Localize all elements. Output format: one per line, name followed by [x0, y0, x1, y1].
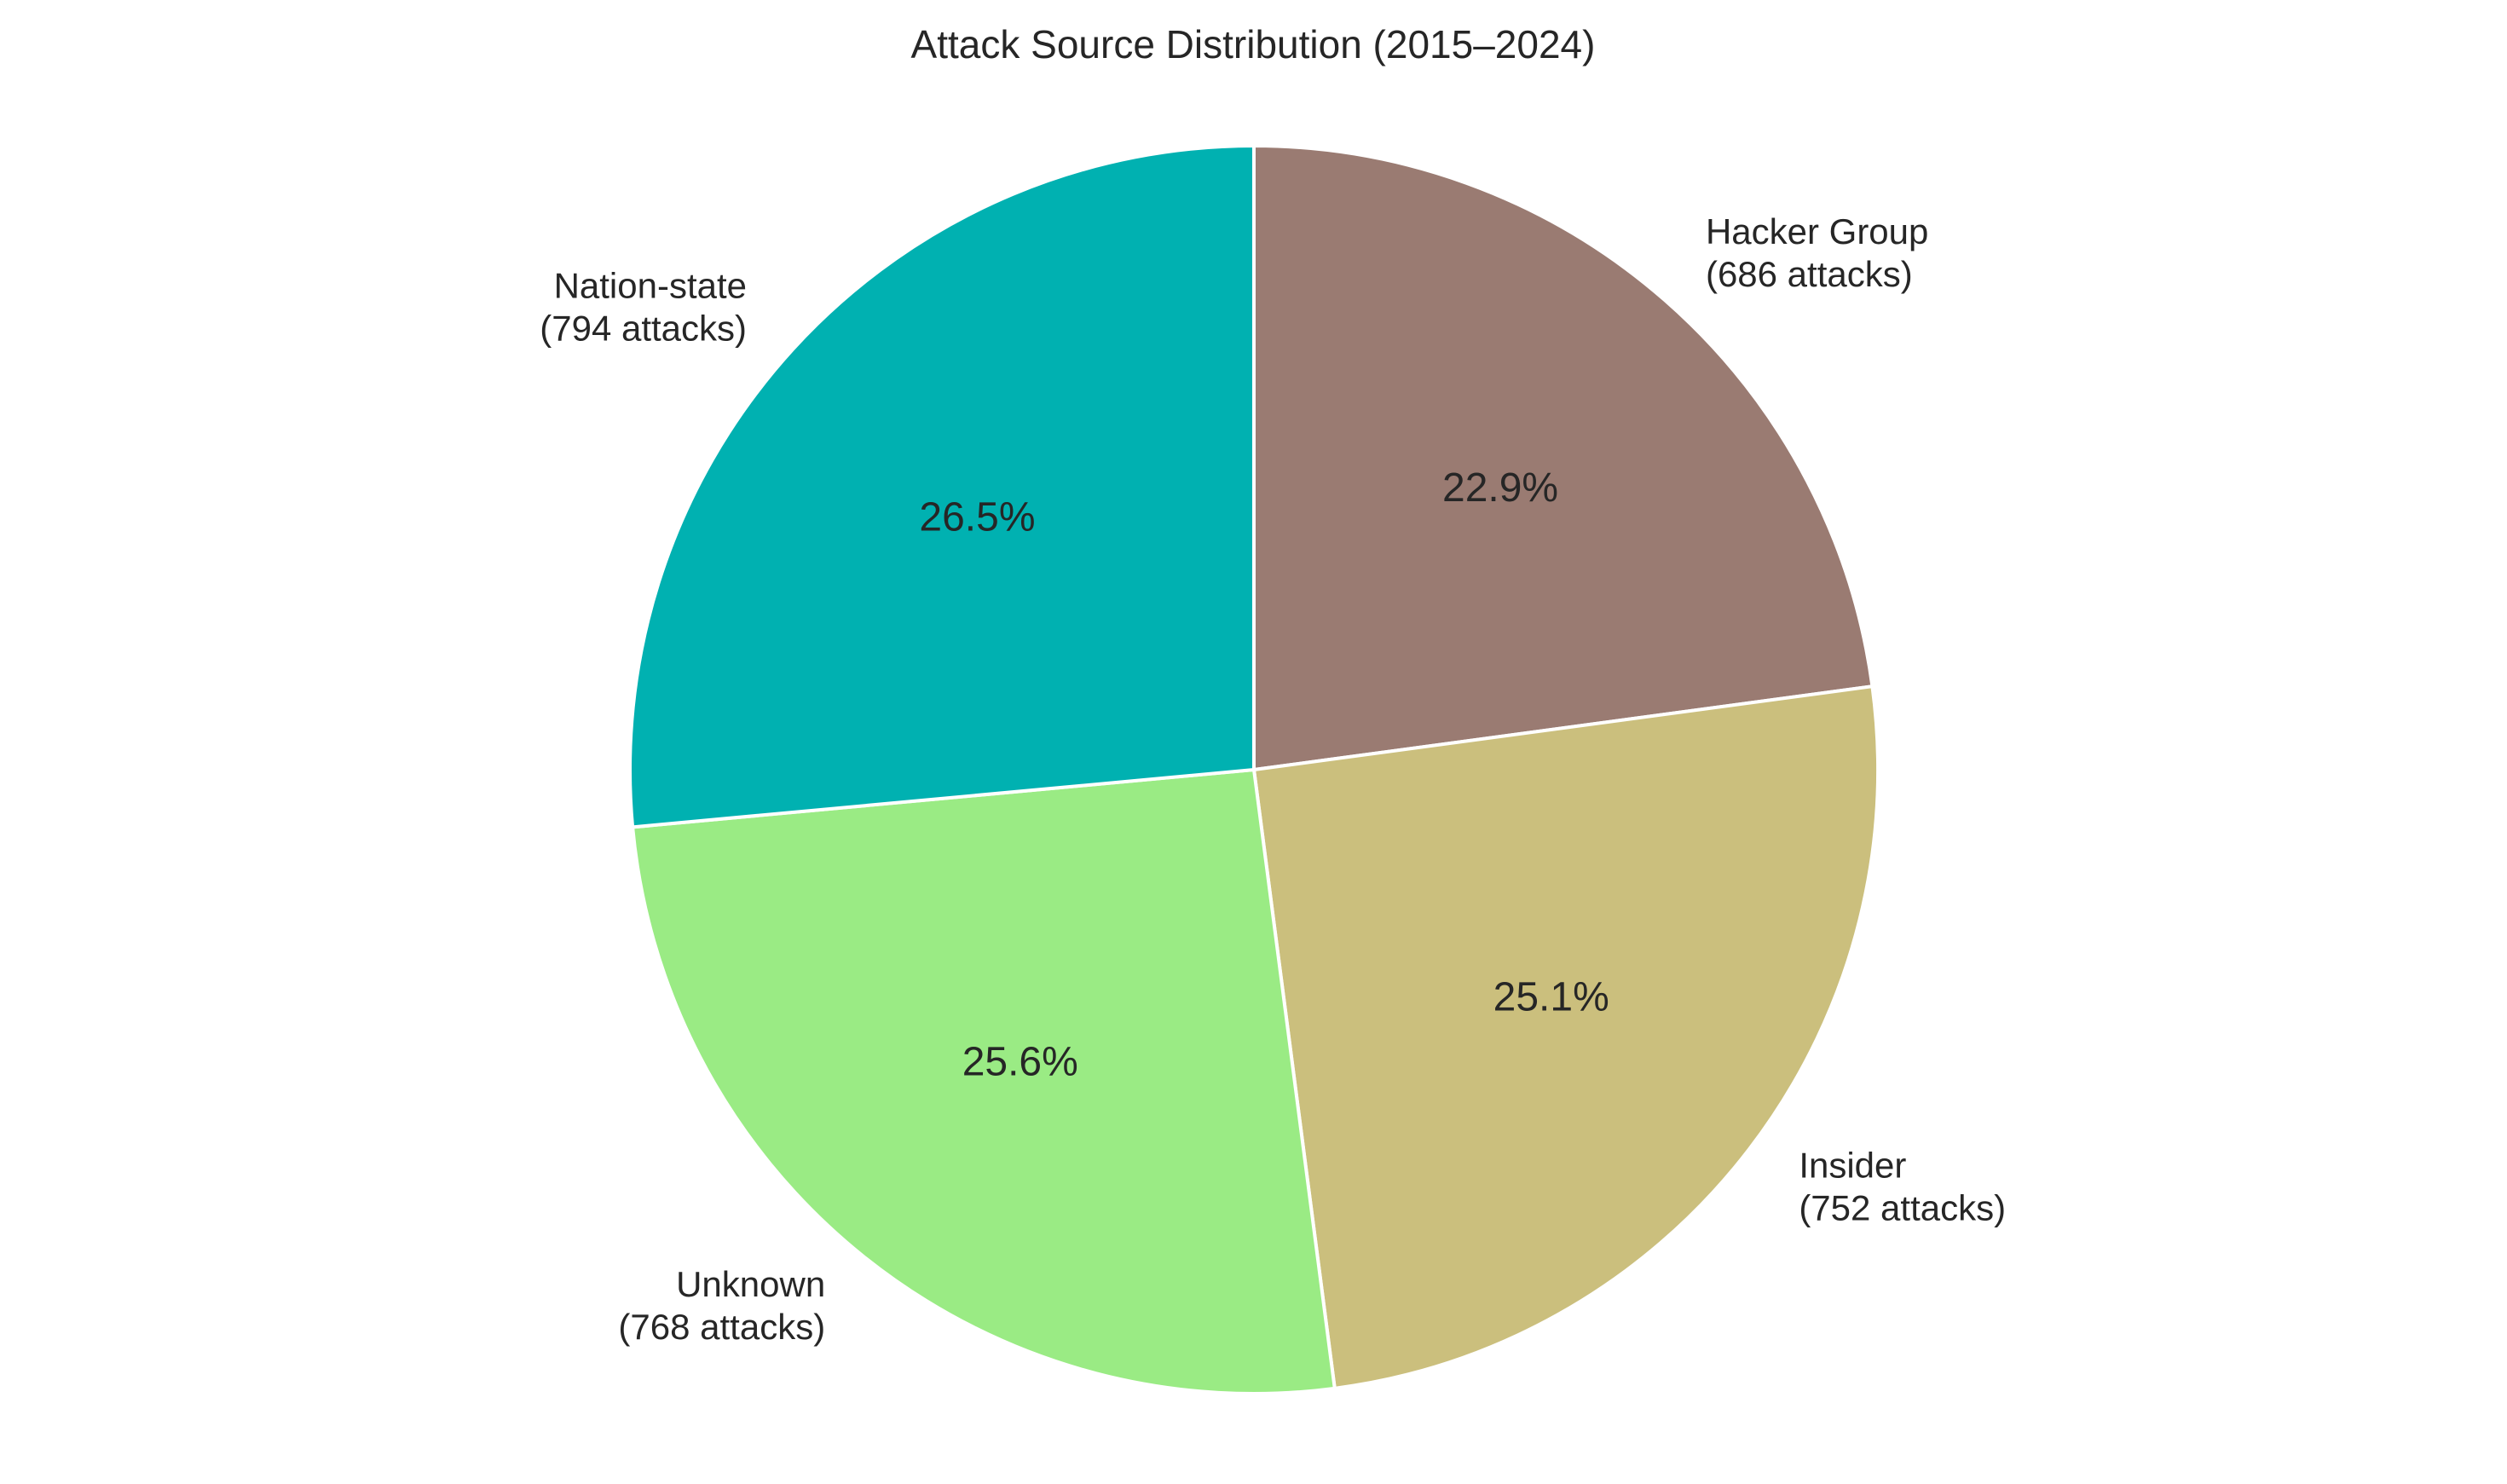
slice-label: Hacker Group (686 attacks) [1706, 211, 1928, 294]
chart-title: Attack Source Distribution (2015–2024) [911, 22, 1596, 66]
slice-count: (794 attacks) [540, 308, 747, 348]
pie-slice-hacker-group [1252, 144, 1874, 771]
slice-name: Hacker Group [1706, 211, 1928, 251]
percent-label: 26.5% [919, 495, 1035, 540]
slice-name: Nation-state [554, 265, 747, 305]
slice-label: Insider (752 attacks) [1799, 1146, 2006, 1228]
percent-label: 22.9% [1442, 465, 1558, 511]
slice-count: (686 attacks) [1706, 254, 1913, 294]
slice-count: (768 attacks) [618, 1307, 825, 1347]
pie-slice-nation-state [628, 144, 1256, 829]
labels-layer: 22.9% Hacker Group (686 attacks) 25.1% Insid… [540, 211, 2006, 1347]
slice-name: Unknown [676, 1264, 825, 1304]
slice-label: Nation-state (794 attacks) [540, 265, 747, 348]
slice-label: Unknown (768 attacks) [618, 1264, 825, 1347]
slice-count: (752 attacks) [1799, 1188, 2006, 1228]
pie-slice-insider [1252, 684, 1880, 1390]
percent-label: 25.6% [962, 1040, 1078, 1085]
slice-name: Insider [1799, 1146, 1906, 1186]
percent-label: 25.1% [1493, 975, 1609, 1020]
pie-slice-unknown [631, 768, 1337, 1395]
slices-layer [628, 144, 1880, 1395]
